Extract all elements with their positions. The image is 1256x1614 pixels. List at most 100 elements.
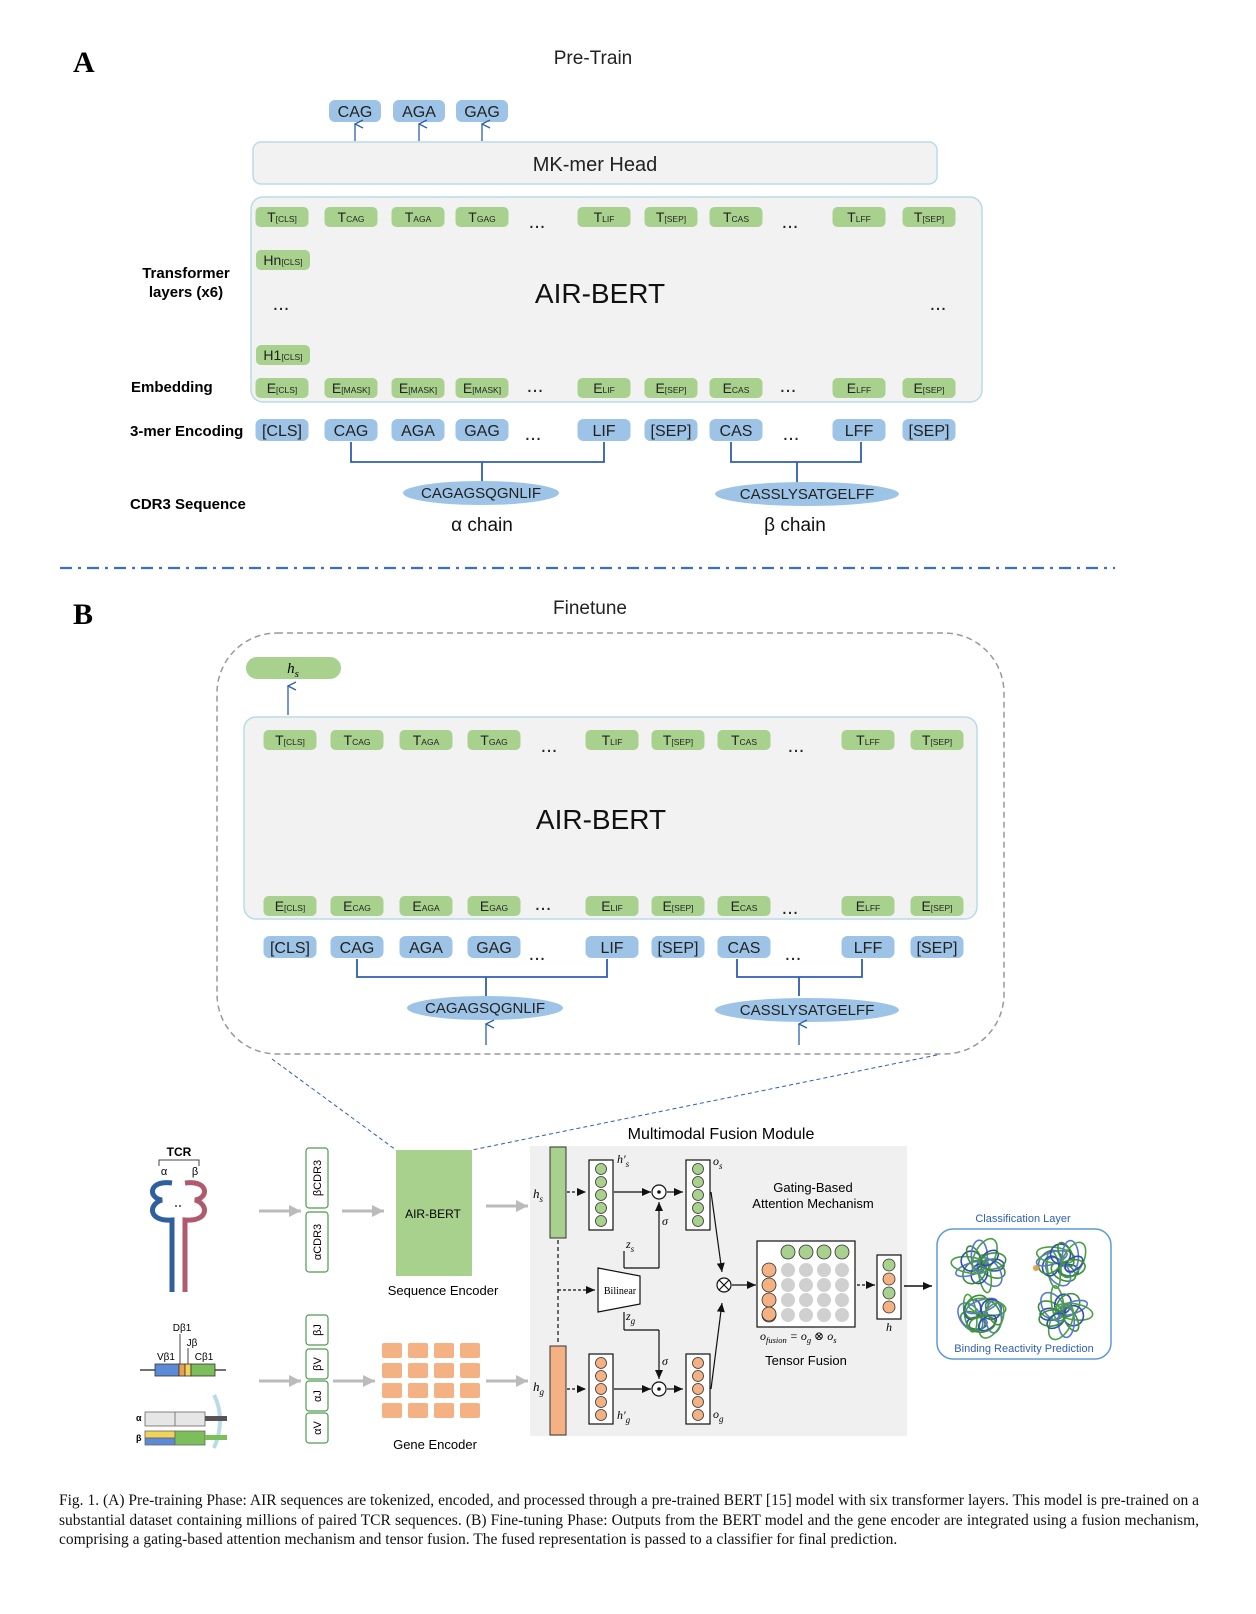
bilinear-block bbox=[597, 1267, 641, 1313]
e-token: E[SEP] bbox=[902, 378, 956, 398]
e-token: EAGA bbox=[399, 896, 453, 916]
gene-segment-icon: Dβ1 Jβ Vβ1 Cβ1 α β bbox=[136, 1323, 227, 1449]
gene-embedding-cell bbox=[460, 1383, 480, 1398]
svg-text:[SEP]: [SEP] bbox=[909, 423, 950, 440]
svg-text:TLFF: TLFF bbox=[856, 732, 880, 748]
air-bert-box-a bbox=[250, 196, 983, 403]
a-beta-sequence-pill bbox=[715, 482, 899, 506]
gene-embedding-cell bbox=[408, 1383, 428, 1398]
a-alpha-bracket bbox=[350, 442, 605, 483]
h-symbol: h bbox=[886, 1320, 892, 1334]
fusion-equation: ofusion = og ⊗ os bbox=[760, 1329, 837, 1345]
t-token: TLFF bbox=[841, 730, 895, 750]
alpha-chain-label: α chain bbox=[451, 515, 513, 536]
svg-text:[CLS]: [CLS] bbox=[262, 423, 302, 440]
ellipsis: ... bbox=[788, 735, 805, 757]
svg-text:βJ: βJ bbox=[312, 1324, 324, 1336]
beta-chain-label: β chain bbox=[764, 515, 826, 536]
h-cell bbox=[882, 1300, 896, 1314]
gene-embedding-cell bbox=[382, 1363, 402, 1378]
hs-bar bbox=[549, 1146, 567, 1239]
a-beta-sequence: CASSLYSATGELFF bbox=[740, 486, 874, 503]
svg-text:CAG: CAG bbox=[334, 423, 369, 440]
ellipsis: ... bbox=[782, 897, 799, 919]
a-alpha-sequence: CAGAGSQGNLIF bbox=[421, 485, 541, 502]
svg-text:[SEP]: [SEP] bbox=[917, 940, 958, 957]
gene-embedding-cell bbox=[382, 1403, 402, 1418]
svg-text:LFF: LFF bbox=[854, 940, 883, 957]
svg-text:AGA: AGA bbox=[401, 423, 435, 440]
ligand-marker bbox=[1033, 1265, 1039, 1271]
svg-text:T[CLS]: T[CLS] bbox=[275, 732, 305, 748]
sequence-encoder-model: AIR-BERT bbox=[405, 1207, 461, 1221]
svg-text:αCDR3: αCDR3 bbox=[312, 1224, 324, 1260]
tensor-left-cell bbox=[761, 1306, 777, 1322]
t-token: TGAG bbox=[467, 730, 521, 750]
a-t-token-row: T[CLS] TCAG TAGA TGAG TLIF T[SEP] TCAS TLFF T[SE… bbox=[255, 207, 956, 227]
ellipsis: ... bbox=[535, 893, 552, 915]
kmer-token: [SEP] bbox=[644, 419, 698, 441]
tensor-grid-cell bbox=[817, 1263, 831, 1277]
svg-text:E[SEP]: E[SEP] bbox=[921, 898, 952, 914]
kmer-token: GAG bbox=[467, 936, 521, 958]
svg-text:ECAG: ECAG bbox=[343, 898, 371, 914]
hpg-symbol: h′g bbox=[617, 1408, 631, 1425]
e-token: ECAS bbox=[709, 378, 763, 398]
gene-embedding-cell bbox=[434, 1363, 454, 1378]
hg-bar bbox=[549, 1345, 567, 1436]
panel-a-letter: A bbox=[73, 46, 95, 79]
tensor-grid-cell bbox=[817, 1308, 831, 1322]
svg-text:TGAG: TGAG bbox=[468, 209, 495, 225]
hs-symbol: hs bbox=[533, 1186, 544, 1204]
svg-text:LIF: LIF bbox=[592, 423, 615, 440]
input-box: αCDR3 bbox=[305, 1211, 329, 1273]
svg-text:ELIF: ELIF bbox=[601, 898, 623, 914]
gene-encoder-grid bbox=[382, 1343, 480, 1418]
o-s-vector bbox=[685, 1159, 711, 1231]
tensor-grid-cell bbox=[781, 1278, 795, 1292]
svg-text:βV: βV bbox=[312, 1357, 324, 1371]
sequence-encoder-label: Sequence Encoder bbox=[388, 1283, 499, 1298]
svg-text:Hn[CLS]: Hn[CLS] bbox=[263, 252, 302, 268]
t-token: TCAS bbox=[717, 730, 771, 750]
kmer-token: CAS bbox=[709, 419, 763, 441]
svg-text:ECAS: ECAS bbox=[723, 380, 750, 396]
svg-text:E[CLS]: E[CLS] bbox=[267, 380, 298, 396]
e-token: E[MASK] bbox=[324, 378, 378, 398]
svg-text:E[MASK]: E[MASK] bbox=[332, 380, 370, 396]
tensor-grid-cell bbox=[781, 1263, 795, 1277]
t-token: TCAS bbox=[709, 207, 763, 227]
head-output-aga: AGA bbox=[393, 100, 445, 122]
e-token: E[SEP] bbox=[651, 896, 705, 916]
ellipsis: ... bbox=[525, 423, 542, 445]
kmer-token: LIF bbox=[577, 419, 631, 441]
b-e-token-row: E[CLS] ECAG EAGA EGAG ELIF E[SEP] ECAS ELFF E[SE… bbox=[263, 896, 964, 916]
air-bert-label-b: AIR-BERT bbox=[536, 804, 666, 835]
gene-encoder-label: Gene Encoder bbox=[393, 1437, 478, 1452]
a-e-token-row: E[CLS] E[MASK] E[MASK] E[MASK] ELIF E[SEP] ECA… bbox=[255, 378, 956, 398]
kmer-token: AGA bbox=[391, 419, 445, 441]
input-box: βCDR3 bbox=[305, 1147, 329, 1209]
figure: A Pre-Train CAG AGA GAG MK-mer Head AIR-BE… bbox=[60, 46, 1115, 1452]
gene-embedding-cell bbox=[382, 1383, 402, 1398]
gating-label-1: Gating-Based bbox=[773, 1180, 853, 1195]
svg-text:TGAG: TGAG bbox=[480, 732, 507, 748]
hidden-token-1: H1[CLS] bbox=[256, 345, 310, 365]
tensor-grid-cell bbox=[835, 1293, 849, 1307]
t-token: TAGA bbox=[391, 207, 445, 227]
svg-text:Jβ: Jβ bbox=[187, 1338, 198, 1349]
tensor-fusion-cells bbox=[761, 1244, 850, 1323]
b-t-token-row: T[CLS] TCAG TAGA TGAG TLIF T[SEP] TCAS TLFF T[SE… bbox=[263, 730, 964, 750]
input-box: αV bbox=[305, 1412, 329, 1444]
panel-a-title: Pre-Train bbox=[554, 48, 632, 69]
classification-title: Classification Layer bbox=[975, 1213, 1071, 1225]
tensor-grid-cell bbox=[835, 1278, 849, 1292]
ellipsis: ... bbox=[541, 735, 558, 757]
e-token: ELIF bbox=[577, 378, 631, 398]
gene-embedding-cell bbox=[434, 1343, 454, 1358]
sequence-encoder-box bbox=[396, 1150, 472, 1276]
kmer-token: LIF bbox=[585, 936, 639, 958]
ellipsis: ... bbox=[273, 293, 290, 315]
hs-output-pill bbox=[246, 657, 341, 679]
b-alpha-bracket bbox=[356, 959, 608, 996]
